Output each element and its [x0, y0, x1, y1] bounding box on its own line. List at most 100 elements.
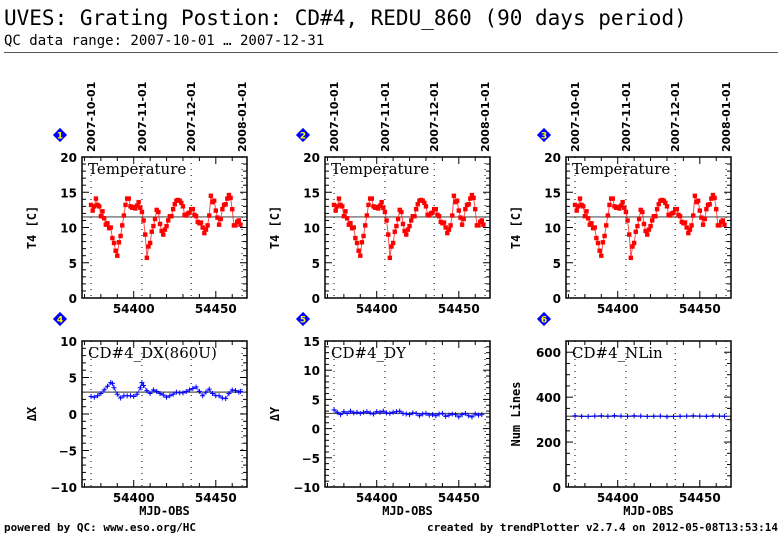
x-tick-label: 54450	[438, 302, 480, 316]
data-point	[453, 412, 459, 418]
panel-number-badge-icon	[295, 127, 311, 143]
data-point	[397, 408, 403, 414]
data-point	[172, 202, 177, 207]
data-point	[157, 391, 163, 397]
data-point	[116, 240, 122, 245]
data-point	[697, 208, 703, 213]
panel-title: CD#4_DY	[331, 344, 407, 362]
data-point	[229, 387, 235, 393]
data-point	[468, 196, 473, 201]
data-point	[101, 387, 107, 393]
data-point	[618, 413, 624, 419]
data-point	[370, 411, 376, 417]
data-point	[604, 223, 609, 228]
data-point	[709, 196, 714, 201]
data-point	[610, 196, 615, 201]
data-point	[387, 410, 393, 416]
data-point	[703, 413, 709, 419]
data-point	[334, 409, 340, 415]
data-point	[190, 385, 196, 391]
data-point	[228, 195, 233, 201]
data-point	[384, 218, 389, 223]
x-tick-label: 54400	[356, 302, 398, 316]
y-tick-label: 200	[536, 436, 561, 450]
data-point	[226, 192, 232, 198]
data-point	[233, 223, 238, 228]
date-tick-label: 2007-12-01	[669, 82, 682, 152]
data-point	[165, 218, 171, 223]
chart-panel-4: 4 −10 −5 0 5 10 54400 54450 ΔX MJD-OBS CD#4_DX(860…	[25, 311, 248, 518]
data-point	[677, 413, 683, 419]
footer-powered-by: powered by QC: www.eso.org/HC	[4, 521, 197, 534]
x-axis-label: MJD-OBS	[139, 504, 190, 518]
data-point	[149, 229, 154, 234]
data-point	[717, 223, 722, 228]
y-axis-label: T4 [C]	[25, 206, 39, 249]
data-point	[461, 216, 466, 222]
page-subtitle: QC data range: 2007-10-01 … 2007-12-31	[4, 33, 325, 49]
data-point	[141, 383, 147, 389]
chart-panel-3: 2007-10-01 2007-11-01 2007-12-01 2008-01-01…	[509, 82, 733, 316]
data-point	[720, 218, 725, 223]
data-point	[707, 202, 712, 207]
data-point	[110, 235, 115, 241]
data-point	[599, 253, 604, 258]
data-point	[684, 225, 689, 230]
data-point	[479, 218, 484, 223]
data-point	[361, 233, 366, 239]
data-point	[111, 385, 117, 391]
data-point	[574, 208, 579, 213]
data-point	[595, 240, 601, 246]
data-point	[144, 255, 150, 261]
data-point	[167, 393, 173, 399]
data-point	[702, 216, 707, 222]
data-point	[341, 409, 347, 415]
data-point	[358, 253, 363, 258]
y-tick-label: 0	[553, 481, 561, 495]
date-tick-label: 2007-12-01	[185, 82, 198, 152]
data-point	[118, 233, 123, 239]
data-point	[605, 413, 611, 419]
data-point	[597, 248, 602, 253]
y-tick-label: −10	[293, 481, 320, 495]
data-point	[577, 196, 583, 201]
data-point	[646, 227, 652, 232]
y-tick-label: 20	[544, 151, 561, 165]
data-point	[366, 202, 371, 208]
data-point	[338, 412, 344, 418]
data-point	[207, 213, 212, 218]
data-point	[400, 221, 406, 227]
chart-panel-1: 2007-10-01 2007-11-01 2007-12-01 2008-01-01…	[25, 82, 249, 316]
data-point	[98, 214, 104, 219]
data-point	[423, 204, 429, 209]
data-point	[663, 200, 668, 206]
data-point	[133, 206, 138, 211]
data-point	[183, 388, 189, 394]
data-point	[351, 410, 357, 416]
data-point	[394, 223, 399, 229]
data-point	[180, 390, 186, 396]
x-tick-label: 54450	[679, 491, 721, 505]
data-point	[223, 396, 229, 402]
data-point	[466, 413, 472, 419]
data-point	[331, 407, 337, 413]
panel-number-badge-icon	[536, 311, 552, 327]
data-point	[459, 222, 465, 227]
data-point	[152, 216, 158, 222]
data-point	[147, 240, 153, 246]
data-point	[695, 198, 701, 203]
y-tick-label: −5	[59, 445, 77, 459]
data-point	[433, 413, 439, 419]
data-point	[620, 199, 625, 205]
data-point	[625, 218, 630, 223]
data-point	[187, 210, 192, 215]
data-point	[631, 413, 637, 419]
y-tick-label: 20	[303, 151, 320, 165]
data-point	[198, 220, 204, 225]
data-point	[382, 209, 388, 215]
data-point	[395, 216, 401, 222]
data-point	[404, 232, 409, 237]
data-point	[364, 409, 370, 415]
data-point	[223, 202, 228, 207]
y-tick-label: 10	[303, 222, 320, 236]
